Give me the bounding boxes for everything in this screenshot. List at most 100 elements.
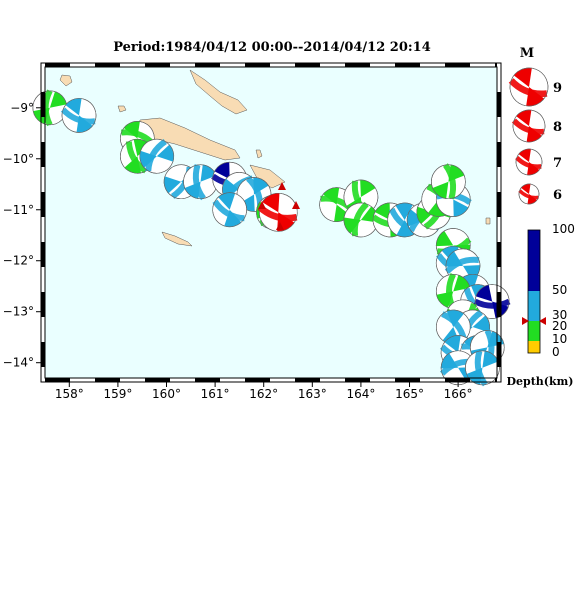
earthquake-event-36-compression bbox=[441, 353, 476, 383]
island-small-1 bbox=[117, 105, 127, 113]
magnitude-legend-ball-8 bbox=[511, 109, 546, 143]
island-small-2 bbox=[255, 149, 263, 159]
colorbar-mid-segment bbox=[528, 291, 540, 321]
magnitude-legend-ball-8-nodal-band bbox=[511, 118, 545, 135]
magnitude-legend-ball-7 bbox=[515, 148, 543, 176]
frame-segment-bottom-0 bbox=[45, 378, 70, 382]
colorbar-outline bbox=[527, 229, 541, 354]
map-frame bbox=[40, 62, 502, 383]
earthquake-event-15-nodal-band bbox=[351, 201, 369, 237]
earthquake-event-22-compression bbox=[432, 164, 465, 199]
earthquake-event-6 bbox=[183, 164, 218, 201]
magnitude-legend: M 9 8 7 6 bbox=[508, 46, 562, 205]
lat-tick-label-4: −13° bbox=[3, 305, 34, 319]
lat-tick-label-2: −11° bbox=[3, 203, 34, 217]
colorbar-title: Depth(km) bbox=[507, 375, 574, 388]
frame-outer-border bbox=[40, 62, 502, 383]
earthquake-event-36 bbox=[439, 350, 476, 386]
frame-segment-bottom-16 bbox=[445, 378, 470, 382]
magnitude-legend-label-8: 8 bbox=[553, 120, 562, 135]
frame-segment-top-4 bbox=[145, 63, 170, 67]
magnitude-legend-ball-6-outline bbox=[518, 183, 540, 205]
earthquake-event-10 bbox=[212, 192, 247, 228]
earthquake-event-37-compression bbox=[466, 351, 499, 385]
latitude-axis: −9° −10° −11° −12° −13° −14° bbox=[3, 101, 41, 370]
frame-inner-border bbox=[44, 66, 498, 379]
frame-segment-bottom-12 bbox=[345, 378, 370, 382]
colorbar-surface-segment bbox=[528, 341, 540, 353]
frame-segment-right-3 bbox=[497, 142, 501, 167]
earthquake-event-37 bbox=[465, 350, 500, 387]
frame-segment-top-2 bbox=[95, 63, 120, 67]
earthquake-event-22-nodal-band bbox=[442, 163, 457, 200]
earthquake-event-12 bbox=[257, 193, 298, 232]
magnitude-legend-label-9: 9 bbox=[553, 81, 562, 96]
earthquake-event-12-nodal-band bbox=[257, 204, 298, 222]
island-rennell bbox=[161, 231, 193, 247]
frame-segment-left-3 bbox=[41, 142, 45, 167]
colorbar-label-30: 30 bbox=[552, 308, 567, 322]
frame-segment-bottom-14 bbox=[395, 378, 420, 382]
earthquake-event-4-outline bbox=[139, 138, 175, 174]
earthquake-event-32-compression bbox=[442, 310, 464, 344]
station-marker-3 bbox=[276, 222, 284, 230]
frame-segment-bottom-2 bbox=[95, 378, 120, 382]
lon-tick-label-5: 163° bbox=[298, 387, 327, 401]
longitude-axis: 158° 159° 160° 161° 162° 163° 164° 165° 166° bbox=[55, 382, 473, 401]
earthquake-event-4-nodal-band bbox=[145, 139, 168, 172]
earthquake-event-22-outline bbox=[431, 164, 466, 200]
lat-tick-label-1: −10° bbox=[3, 152, 34, 166]
earthquake-event-1 bbox=[60, 98, 97, 133]
frame-segment-bottom-4 bbox=[145, 378, 170, 382]
earthquake-event-9-compression bbox=[239, 177, 269, 212]
frame-segment-top-12 bbox=[345, 63, 370, 67]
frame-segment-right-7 bbox=[497, 242, 501, 267]
land-masses bbox=[59, 69, 491, 247]
lon-tick-label-3: 161° bbox=[201, 387, 230, 401]
frame-segment-top-8 bbox=[245, 63, 270, 67]
colorbar-marker-left bbox=[522, 317, 529, 325]
colorbar-label-0: 0 bbox=[552, 345, 560, 359]
frame-segment-top-6 bbox=[195, 63, 220, 67]
earthquake-event-1-nodal-band bbox=[60, 107, 96, 125]
magnitude-legend-ball-9-nodal-band bbox=[508, 78, 548, 98]
colorbar-marker-right bbox=[539, 317, 546, 325]
earthquake-event-3-nodal-band bbox=[125, 141, 148, 174]
magnitude-legend-ball-7-outline bbox=[515, 148, 543, 176]
earthquake-event-0-nodal-band bbox=[42, 89, 53, 127]
frame-segment-top-18 bbox=[495, 63, 497, 67]
magnitude-legend-label-7: 7 bbox=[553, 156, 562, 171]
earthquake-events-layer bbox=[32, 89, 511, 387]
frame-segment-top-14 bbox=[395, 63, 420, 67]
earthquake-event-25-compression bbox=[446, 251, 480, 281]
frame-segment-bottom-18 bbox=[495, 378, 497, 382]
colorbar-label-100: 100 bbox=[552, 222, 575, 236]
frame-segment-bottom-10 bbox=[295, 378, 320, 382]
station-marker-0 bbox=[258, 201, 266, 209]
magnitude-legend-ball-9-outline bbox=[509, 67, 549, 107]
magnitude-legend-title: M bbox=[520, 46, 534, 61]
lat-tick-label-5: −14° bbox=[3, 356, 34, 370]
magnitude-legend-ball-6-nodal-band bbox=[518, 189, 539, 200]
earthquake-event-6-nodal-band bbox=[192, 164, 206, 201]
earthquake-event-29-outline bbox=[474, 284, 510, 319]
frame-segment-left-11 bbox=[41, 342, 45, 367]
earthquake-event-10-outline bbox=[212, 192, 247, 228]
magnitude-legend-ball-6 bbox=[518, 183, 540, 205]
earthquake-event-12-compression bbox=[262, 193, 295, 232]
island-santa-isabel bbox=[189, 69, 248, 115]
frame-segment-top-16 bbox=[445, 63, 470, 67]
frame-segment-bottom-6 bbox=[195, 378, 220, 382]
earthquake-event-15 bbox=[343, 201, 379, 238]
lat-tick-label-3: −12° bbox=[3, 254, 34, 268]
magnitude-legend-label-6: 6 bbox=[553, 188, 562, 203]
map-panel: 158° 159° 160° 161° 162° 163° 164° 165° 166° −9°… bbox=[3, 62, 511, 401]
earthquake-event-6-compression bbox=[184, 164, 217, 199]
lat-tick-label-0: −9° bbox=[10, 101, 34, 115]
earthquake-event-29-nodal-band bbox=[473, 298, 511, 309]
magnitude-legend-ball-8-outline bbox=[512, 109, 546, 143]
earthquake-event-27-compression bbox=[436, 275, 470, 308]
frame-segment-top-10 bbox=[295, 63, 320, 67]
